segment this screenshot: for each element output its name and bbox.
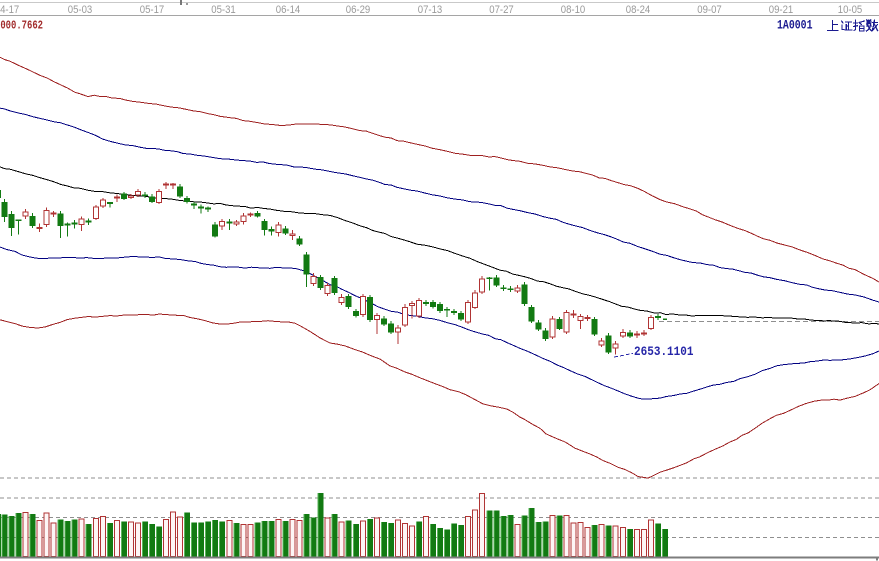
- svg-text:07-27: 07-27: [489, 4, 514, 16]
- svg-text:07-13: 07-13: [418, 4, 443, 16]
- svg-text:04-17: 04-17: [0, 4, 19, 16]
- svg-text:09-21: 09-21: [769, 4, 794, 16]
- svg-text:08-24: 08-24: [626, 4, 651, 16]
- svg-text:06-14: 06-14: [276, 4, 301, 16]
- svg-text:09-07: 09-07: [697, 4, 722, 16]
- svg-text:3000.7662: 3000.7662: [0, 19, 43, 33]
- svg-text:05-03: 05-03: [68, 4, 93, 16]
- svg-text:2653.1101: 2653.1101: [634, 344, 694, 359]
- svg-text:1A0001: 1A0001: [777, 19, 813, 33]
- svg-text:05-31: 05-31: [211, 4, 236, 16]
- svg-text:10-05: 10-05: [838, 4, 863, 16]
- svg-text:08-10: 08-10: [561, 4, 586, 16]
- svg-text:05-17: 05-17: [140, 4, 165, 16]
- svg-text:06-29: 06-29: [346, 4, 371, 16]
